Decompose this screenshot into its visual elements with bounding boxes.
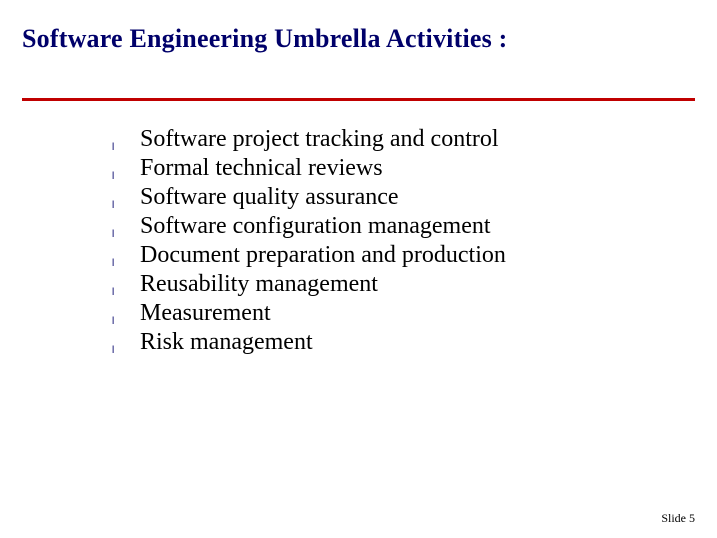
list-item: lDocument preparation and production (112, 243, 695, 267)
divider (22, 98, 695, 101)
list-item: lMeasurement (112, 301, 695, 325)
list-item-text: Software configuration management (140, 214, 491, 238)
list-item-text: Risk management (140, 330, 313, 354)
footer-page-number: 5 (689, 511, 695, 525)
list-item-text: Measurement (140, 301, 271, 325)
bullet-icon: l (112, 317, 140, 327)
list-item-text: Document preparation and production (140, 243, 506, 267)
slide-footer: Slide 5 (661, 511, 695, 526)
bullet-icon: l (112, 143, 140, 153)
list-item: lRisk management (112, 330, 695, 354)
list-item-text: Software quality assurance (140, 185, 399, 209)
list-item: lSoftware quality assurance (112, 185, 695, 209)
bullet-icon: l (112, 230, 140, 240)
list-item-text: Reusability management (140, 272, 378, 296)
list-item-text: Software project tracking and control (140, 127, 499, 151)
list-item-text: Formal technical reviews (140, 156, 383, 180)
bullet-icon: l (112, 288, 140, 298)
bullet-list: lSoftware project tracking and controllF… (22, 127, 695, 354)
bullet-icon: l (112, 201, 140, 211)
list-item: lSoftware configuration management (112, 214, 695, 238)
list-item: lFormal technical reviews (112, 156, 695, 180)
bullet-icon: l (112, 346, 140, 356)
page-title: Software Engineering Umbrella Activities… (22, 24, 695, 54)
list-item: lReusability management (112, 272, 695, 296)
footer-label: Slide (661, 511, 686, 525)
bullet-icon: l (112, 259, 140, 269)
bullet-icon: l (112, 172, 140, 182)
slide: Software Engineering Umbrella Activities… (0, 0, 717, 538)
list-item: lSoftware project tracking and control (112, 127, 695, 151)
